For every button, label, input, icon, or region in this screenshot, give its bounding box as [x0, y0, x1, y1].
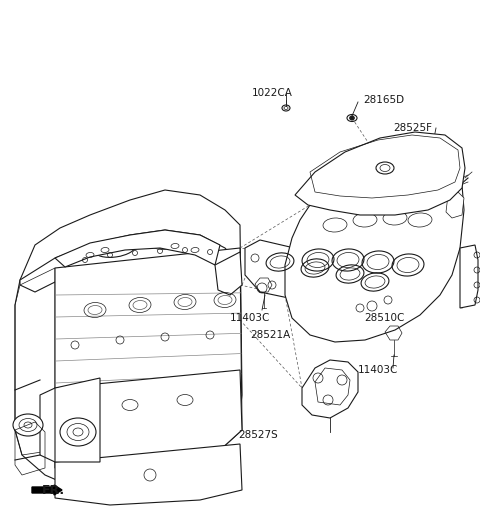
PathPatch shape — [215, 252, 242, 295]
Text: 28510C: 28510C — [364, 313, 404, 323]
FancyArrow shape — [32, 485, 62, 495]
PathPatch shape — [20, 230, 240, 292]
Text: 28525F: 28525F — [393, 123, 432, 133]
Text: 1022CA: 1022CA — [252, 88, 293, 98]
PathPatch shape — [302, 360, 358, 418]
PathPatch shape — [40, 370, 242, 462]
PathPatch shape — [55, 230, 220, 267]
PathPatch shape — [15, 190, 242, 490]
Circle shape — [350, 116, 354, 120]
Text: 11403C: 11403C — [358, 365, 398, 375]
PathPatch shape — [446, 192, 464, 218]
PathPatch shape — [285, 158, 464, 342]
PathPatch shape — [55, 378, 100, 462]
PathPatch shape — [460, 245, 478, 308]
Text: 11403C: 11403C — [230, 313, 270, 323]
Ellipse shape — [60, 418, 96, 446]
PathPatch shape — [245, 240, 395, 315]
PathPatch shape — [55, 444, 242, 505]
Text: 28521A: 28521A — [250, 330, 290, 340]
PathPatch shape — [295, 132, 465, 215]
Text: 28165D: 28165D — [363, 95, 404, 105]
Text: FR.: FR. — [42, 484, 65, 497]
Ellipse shape — [13, 414, 43, 436]
PathPatch shape — [55, 248, 242, 480]
Text: 28527S: 28527S — [238, 430, 278, 440]
